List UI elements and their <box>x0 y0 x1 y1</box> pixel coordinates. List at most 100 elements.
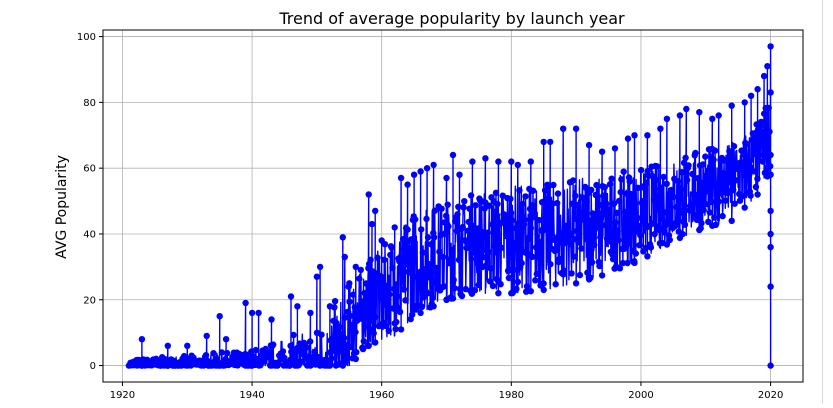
data-point <box>730 186 737 194</box>
data-point <box>756 151 763 159</box>
data-point <box>550 181 557 189</box>
data-point <box>559 230 566 237</box>
data-point <box>328 355 335 362</box>
data-point <box>536 238 543 246</box>
data-point <box>363 291 371 298</box>
data-point <box>521 216 528 223</box>
data-point <box>719 212 726 220</box>
data-point <box>396 258 403 265</box>
data-point <box>585 141 593 149</box>
data-point <box>604 219 611 226</box>
data-point <box>353 349 360 356</box>
data-point <box>508 217 516 224</box>
data-point <box>636 242 643 249</box>
data-point <box>546 233 553 240</box>
data-point <box>615 197 623 205</box>
data-point <box>372 313 379 321</box>
data-point <box>647 244 655 251</box>
data-point <box>553 246 560 254</box>
data-point <box>449 151 457 159</box>
data-point <box>710 156 717 164</box>
data-point <box>307 309 314 317</box>
data-point <box>334 336 341 343</box>
data-point <box>378 294 386 301</box>
data-point <box>666 236 673 244</box>
data-point <box>342 347 349 355</box>
data-point <box>609 255 617 263</box>
data-point <box>356 275 363 282</box>
data-point <box>362 322 369 330</box>
data-point <box>381 256 388 263</box>
data-point <box>382 322 389 330</box>
data-point <box>767 89 774 96</box>
data-point <box>515 219 522 227</box>
data-point <box>591 241 598 249</box>
data-point <box>424 290 431 297</box>
data-point <box>715 112 722 119</box>
data-point <box>690 190 697 198</box>
data-point <box>418 226 425 233</box>
data-point <box>242 299 249 307</box>
data-point <box>350 291 357 298</box>
data-point <box>554 199 561 207</box>
data-point <box>754 191 761 198</box>
data-point <box>582 184 590 192</box>
data-point <box>344 355 351 362</box>
data-point <box>637 232 644 239</box>
data-point <box>367 256 374 263</box>
data-point <box>248 309 256 317</box>
data-point <box>346 298 353 305</box>
y-axis-label: AVG Popularity <box>54 155 70 259</box>
data-point <box>660 173 667 181</box>
data-point <box>411 255 418 262</box>
data-point <box>466 205 473 212</box>
data-point <box>763 140 770 147</box>
data-point <box>365 191 372 198</box>
data-point <box>750 168 757 175</box>
data-point <box>605 206 612 213</box>
data-point <box>581 216 588 224</box>
data-point <box>637 166 645 174</box>
data-point <box>203 332 210 340</box>
data-point <box>365 342 372 349</box>
data-point <box>497 281 504 288</box>
data-point <box>531 213 538 220</box>
data-point <box>489 221 496 228</box>
data-point <box>450 276 457 284</box>
data-point <box>184 342 191 349</box>
y-tick-label: 80 <box>83 98 96 109</box>
data-point <box>600 192 607 199</box>
data-point <box>347 343 355 351</box>
data-point <box>625 240 632 247</box>
data-point <box>628 192 635 200</box>
data-point <box>525 235 532 243</box>
data-point <box>598 272 606 279</box>
data-point <box>374 254 381 261</box>
data-point <box>677 186 685 193</box>
data-point <box>639 198 646 205</box>
data-point <box>216 313 223 320</box>
data-point <box>375 282 382 289</box>
data-point <box>495 290 502 297</box>
data-point <box>624 135 632 142</box>
data-point <box>606 181 614 188</box>
data-point <box>421 279 429 286</box>
data-point <box>603 200 610 207</box>
data-point <box>679 230 686 238</box>
data-point <box>418 303 426 310</box>
data-point <box>631 132 638 139</box>
data-point <box>486 202 493 209</box>
data-point <box>200 362 207 369</box>
data-point <box>572 125 580 132</box>
data-point <box>654 205 661 212</box>
data-point <box>222 336 230 343</box>
data-point <box>491 242 498 249</box>
data-point <box>529 187 537 194</box>
data-point <box>443 174 450 182</box>
data-point <box>492 189 500 196</box>
data-point <box>588 186 595 194</box>
data-point <box>456 171 463 178</box>
data-point <box>508 158 515 165</box>
y-tick-label: 0 <box>90 361 96 372</box>
data-point <box>498 244 505 251</box>
